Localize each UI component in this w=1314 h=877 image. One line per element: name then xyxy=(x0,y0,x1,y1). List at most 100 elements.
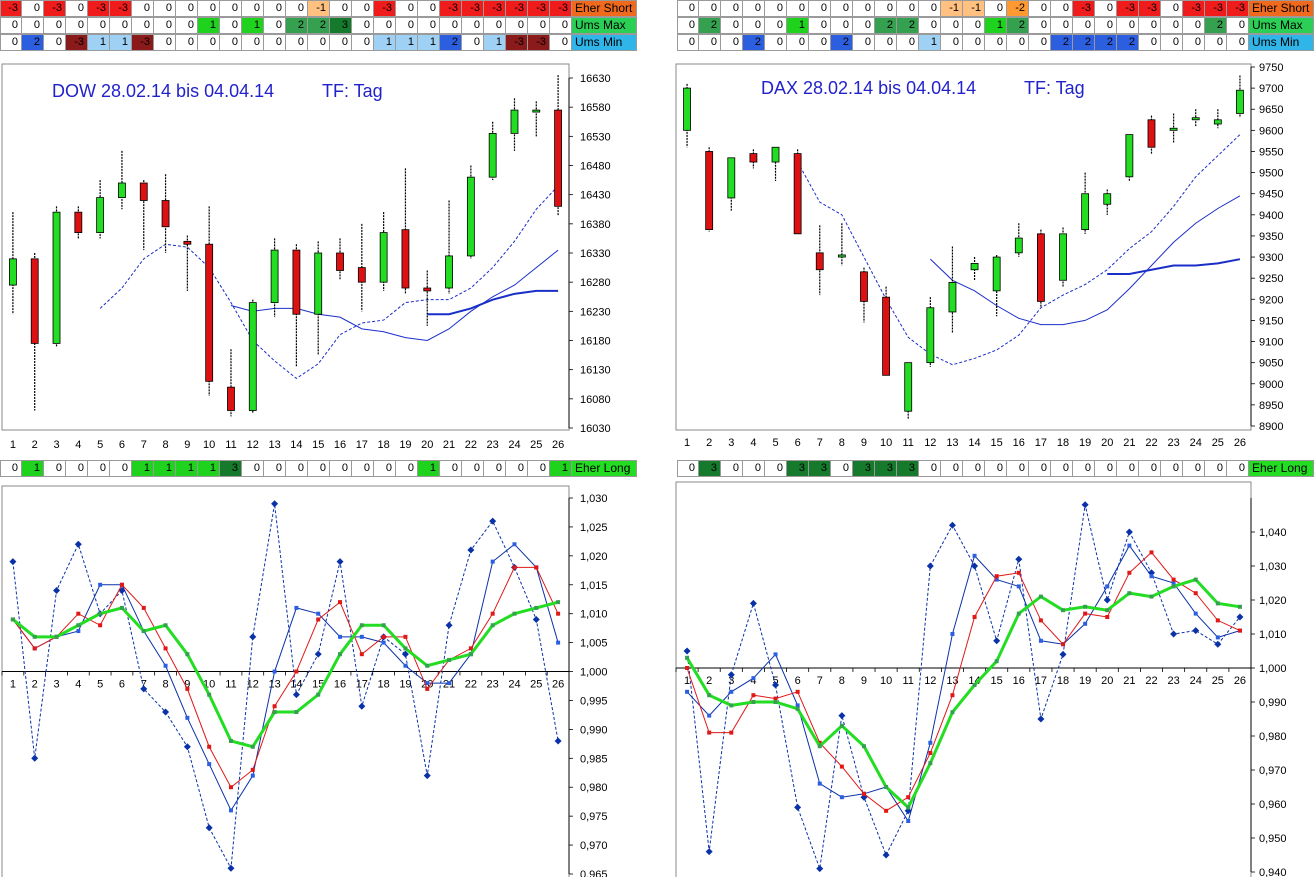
left-indicator-cell: 0 xyxy=(352,17,374,34)
x-tick-label: 16 xyxy=(1013,675,1025,687)
left-indicator-cell: 0 xyxy=(330,0,352,17)
right-indicator-cell: 0 xyxy=(677,17,699,34)
x-tick-label: 4 xyxy=(75,679,81,691)
right-row-ums-max: 0 2 0 0 0 1 0 0 0 2 2 0 0 0 1 2 0 0 0 0 0 0 0 0 2 0 Ums Max xyxy=(677,17,1314,34)
candle-body xyxy=(904,362,913,412)
series-point xyxy=(359,634,364,639)
series-point xyxy=(906,819,911,823)
series-point xyxy=(1083,621,1088,626)
y-tick-label: 0,990 xyxy=(1259,697,1287,709)
candle-body xyxy=(488,133,497,178)
left-indicator-cell: 0 xyxy=(176,0,198,17)
right-mid-indicator-cell: 0 xyxy=(743,460,765,477)
y-tick-label: 16280 xyxy=(580,277,611,289)
series-point xyxy=(972,615,977,619)
series-point xyxy=(1038,618,1043,623)
series-point xyxy=(163,623,168,628)
y-tick-label: 1,030 xyxy=(1259,561,1287,573)
series-point xyxy=(316,617,321,622)
x-tick-label: 21 xyxy=(1123,675,1135,687)
candle-body xyxy=(292,249,301,315)
x-tick-label: 3 xyxy=(728,437,734,449)
x-tick-label: 23 xyxy=(1167,675,1179,687)
x-tick-label: 13 xyxy=(946,437,958,449)
moving-average-dashed xyxy=(99,185,559,380)
candle-body xyxy=(1147,119,1156,148)
right-indicator-cell: 2 xyxy=(699,17,721,34)
candle-body xyxy=(948,281,957,313)
x-tick-label: 14 xyxy=(290,679,302,691)
series-point xyxy=(1171,584,1176,589)
x-tick-label: 7 xyxy=(817,675,823,687)
left-indicator-cell: 0 xyxy=(330,34,352,51)
dax-candlestick-chart: DAX 28.02.14 bis 04.04.14 TF: Tag 975097… xyxy=(675,62,1283,449)
series-point xyxy=(1127,591,1132,596)
left-indicator-cell: 0 xyxy=(154,17,176,34)
series-point xyxy=(32,646,37,651)
y-tick-label: 1,005 xyxy=(580,638,608,650)
candle-body xyxy=(227,386,235,411)
left-indicator-cell: 0 xyxy=(132,0,154,17)
series-point xyxy=(534,565,539,570)
right-indicator-cell: 2 xyxy=(1117,34,1139,51)
right-mid-indicator-cell: 0 xyxy=(677,460,699,477)
right-indicator-label: Ums Min xyxy=(1249,34,1314,51)
x-tick-label: 7 xyxy=(141,679,147,691)
series-point xyxy=(685,655,690,660)
left-indicator-cell: -3 xyxy=(528,34,550,51)
left-indicator-cell: 1 xyxy=(374,34,396,51)
series-point xyxy=(207,692,212,697)
right-mid-indicator-cell: 0 xyxy=(721,460,743,477)
left-indicator-cell: 1 xyxy=(396,34,418,51)
candle-body xyxy=(727,157,736,199)
right-indicator-cell: 0 xyxy=(1161,34,1183,51)
candle-body xyxy=(882,296,890,376)
x-tick-label: 8 xyxy=(839,437,845,449)
moving-average-bold xyxy=(1107,258,1241,275)
candle-body xyxy=(205,243,214,382)
left-mid-indicator-cell: 0 xyxy=(264,460,286,477)
series-point xyxy=(447,681,452,686)
candle-body xyxy=(9,258,17,286)
series-line xyxy=(686,551,1241,812)
left-indicator-cell: 0 xyxy=(132,17,154,34)
candle-body xyxy=(1236,89,1244,114)
right-mid-indicator-cell: 0 xyxy=(1095,460,1117,477)
right-indicator-cell: 0 xyxy=(809,17,831,34)
dow-chart-timeframe: TF: Tag xyxy=(322,81,383,101)
left-indicator-cell: 0 xyxy=(440,17,462,34)
left-mid-indicator-cell: 0 xyxy=(396,460,418,477)
right-indicator-cell: 0 xyxy=(743,17,765,34)
y-tick-label: 16430 xyxy=(580,190,611,202)
right-indicator-label: Ums Max xyxy=(1249,17,1314,34)
candle-body xyxy=(423,287,432,292)
x-tick-label: 1 xyxy=(684,675,690,687)
y-tick-label: 9650 xyxy=(1259,104,1283,116)
series-point xyxy=(381,634,386,639)
x-tick-label: 10 xyxy=(880,675,892,687)
y-tick-label: 1,040 xyxy=(1259,527,1287,539)
y-tick-label: 16580 xyxy=(580,102,611,114)
right-indicator-cell: -3 xyxy=(1227,0,1249,17)
series-point xyxy=(993,637,1001,645)
right-indicator-cell: -2 xyxy=(1007,0,1029,17)
x-tick-label: 9 xyxy=(861,675,867,687)
series-point xyxy=(1125,528,1133,536)
left-indicator-cell: 0 xyxy=(220,34,242,51)
y-tick-label: 16180 xyxy=(580,336,611,348)
left-indicator-cell: 0 xyxy=(242,0,264,17)
x-tick-label: 22 xyxy=(465,679,477,691)
candle-body xyxy=(270,249,279,303)
series-point xyxy=(140,685,148,693)
series-point xyxy=(10,617,15,622)
x-tick-label: 6 xyxy=(795,437,801,449)
series-point xyxy=(185,652,190,657)
series-point xyxy=(294,605,299,610)
x-tick-label: 20 xyxy=(1101,437,1113,449)
x-tick-label: 19 xyxy=(399,439,411,451)
right-indicator-cell: -3 xyxy=(1183,0,1205,17)
series-point xyxy=(729,730,734,735)
x-tick-label: 25 xyxy=(530,679,542,691)
series-point xyxy=(468,646,473,651)
y-tick-label: 16130 xyxy=(580,365,611,377)
